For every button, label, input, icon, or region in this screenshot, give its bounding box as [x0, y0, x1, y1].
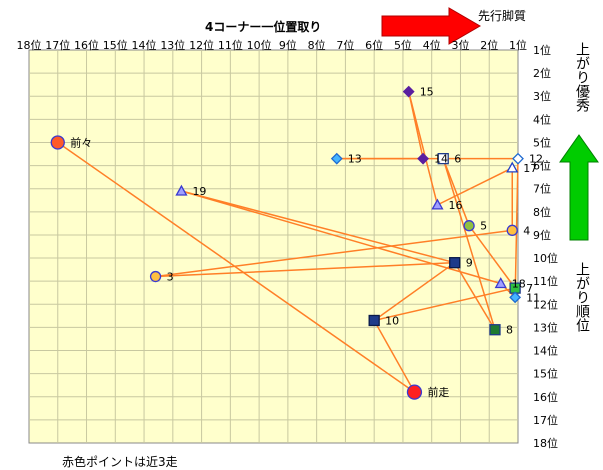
- x-tick-label: 9位: [279, 38, 297, 52]
- connector-line: [181, 190, 455, 264]
- point-label: 19: [192, 185, 206, 198]
- connector-line: [374, 287, 516, 322]
- data-point-6: [437, 153, 449, 165]
- x-tick-label: 11位: [218, 38, 243, 52]
- data-point-15: [402, 85, 415, 98]
- y-tick-label: 17位: [533, 413, 558, 427]
- data-point-10: [368, 314, 380, 327]
- data-point-前走: [406, 384, 423, 400]
- x-tick-label: 4位: [423, 38, 441, 52]
- point-label: 18: [512, 277, 526, 290]
- x-tick-label: 14位: [132, 38, 157, 52]
- data-point-8: [489, 324, 501, 336]
- leading-style-arrow-icon: [381, 7, 481, 45]
- point-label: 6: [454, 153, 461, 166]
- y-tick-label: 2位: [533, 66, 551, 80]
- connector-line: [373, 262, 456, 322]
- plot-area: [28, 49, 519, 444]
- data-point-16: [431, 198, 444, 210]
- data-point-9: [449, 257, 461, 269]
- point-label: 5: [480, 220, 487, 233]
- x-tick-label: 17位: [45, 38, 70, 52]
- x-tick-label: 8位: [308, 38, 326, 52]
- point-label: 9: [466, 257, 473, 270]
- x-tick-label: 1位: [509, 38, 527, 52]
- data-point-前々: [50, 135, 65, 150]
- x-tick-label: 16位: [74, 38, 99, 52]
- connector-line: [57, 141, 415, 393]
- y-tick-label: 14位: [533, 344, 558, 358]
- closing-speed-arrow-icon: [559, 134, 599, 241]
- point-label: 14: [434, 153, 448, 166]
- data-point-18: [494, 277, 507, 289]
- y-tick-label: 6位: [533, 159, 551, 173]
- y-tick-label: 1位: [533, 43, 551, 57]
- chart-title: 4コーナー一位置取り: [205, 19, 321, 34]
- connector-line: [407, 91, 424, 159]
- x-tick-label: 3位: [451, 38, 469, 52]
- connector-line: [155, 229, 513, 278]
- connector-line: [468, 225, 516, 289]
- y-tick-label: 15位: [533, 367, 558, 381]
- data-point-19: [175, 184, 188, 196]
- x-tick-label: 10位: [247, 38, 272, 52]
- y-tick-label: 7位: [533, 182, 551, 196]
- y-tick-label: 13位: [533, 320, 558, 334]
- y-tick-label: 9位: [533, 228, 551, 242]
- x-tick-label: 2位: [480, 38, 498, 52]
- y-tick-label: 12位: [533, 297, 558, 311]
- point-label: 10: [385, 314, 399, 327]
- y-tick-label: 11位: [533, 274, 558, 288]
- data-point-12: [512, 152, 524, 165]
- y-tick-label: 10位: [533, 251, 558, 265]
- footnote: 赤色ポイントは近3走: [62, 455, 178, 469]
- data-point-13: [330, 152, 343, 165]
- right-label-bottom: 上がり順位: [574, 262, 590, 332]
- connector-line: [437, 167, 513, 206]
- connector-line: [155, 261, 455, 278]
- x-tick-label: 15位: [103, 38, 128, 52]
- right-label-top: 上がり優秀: [574, 42, 590, 113]
- connector-line: [181, 190, 501, 285]
- point-label: 13: [348, 153, 362, 166]
- point-label: 12: [529, 153, 543, 166]
- x-tick-label: 13位: [160, 38, 185, 52]
- point-label: 8: [506, 324, 513, 337]
- connector-line: [454, 262, 496, 331]
- data-point-4: [506, 224, 518, 236]
- y-tick-label: 18位: [533, 436, 558, 450]
- point-label: 前々: [70, 135, 92, 149]
- connector-line: [442, 158, 496, 330]
- data-point-11: [509, 291, 522, 304]
- y-tick-label: 4位: [533, 112, 551, 126]
- x-tick-label: 5位: [394, 38, 412, 52]
- x-tick-label: 18位: [17, 38, 42, 52]
- point-label: 11: [526, 291, 540, 304]
- point-label: 15: [420, 86, 434, 99]
- x-tick-label: 7位: [336, 38, 354, 52]
- x-tick-label: 12位: [189, 38, 214, 52]
- point-label: 4: [523, 224, 530, 237]
- point-label: 7: [526, 282, 533, 295]
- x-tick-label: 6位: [365, 38, 383, 52]
- y-tick-label: 3位: [533, 89, 551, 103]
- point-label: 前走: [427, 385, 449, 399]
- y-tick-label: 5位: [533, 135, 551, 149]
- point-label: 17: [523, 162, 537, 175]
- connector-line: [442, 158, 470, 226]
- data-point-5: [463, 220, 475, 232]
- data-point-3: [149, 270, 162, 283]
- top-arrow-label: 先行脚質: [478, 8, 526, 23]
- connector-line: [373, 320, 416, 393]
- data-point-17: [506, 161, 519, 173]
- data-point-14: [417, 152, 429, 165]
- y-tick-label: 8位: [533, 205, 551, 219]
- point-label: 16: [448, 199, 462, 212]
- y-tick-label: 16位: [533, 390, 558, 404]
- point-label: 3: [167, 271, 174, 284]
